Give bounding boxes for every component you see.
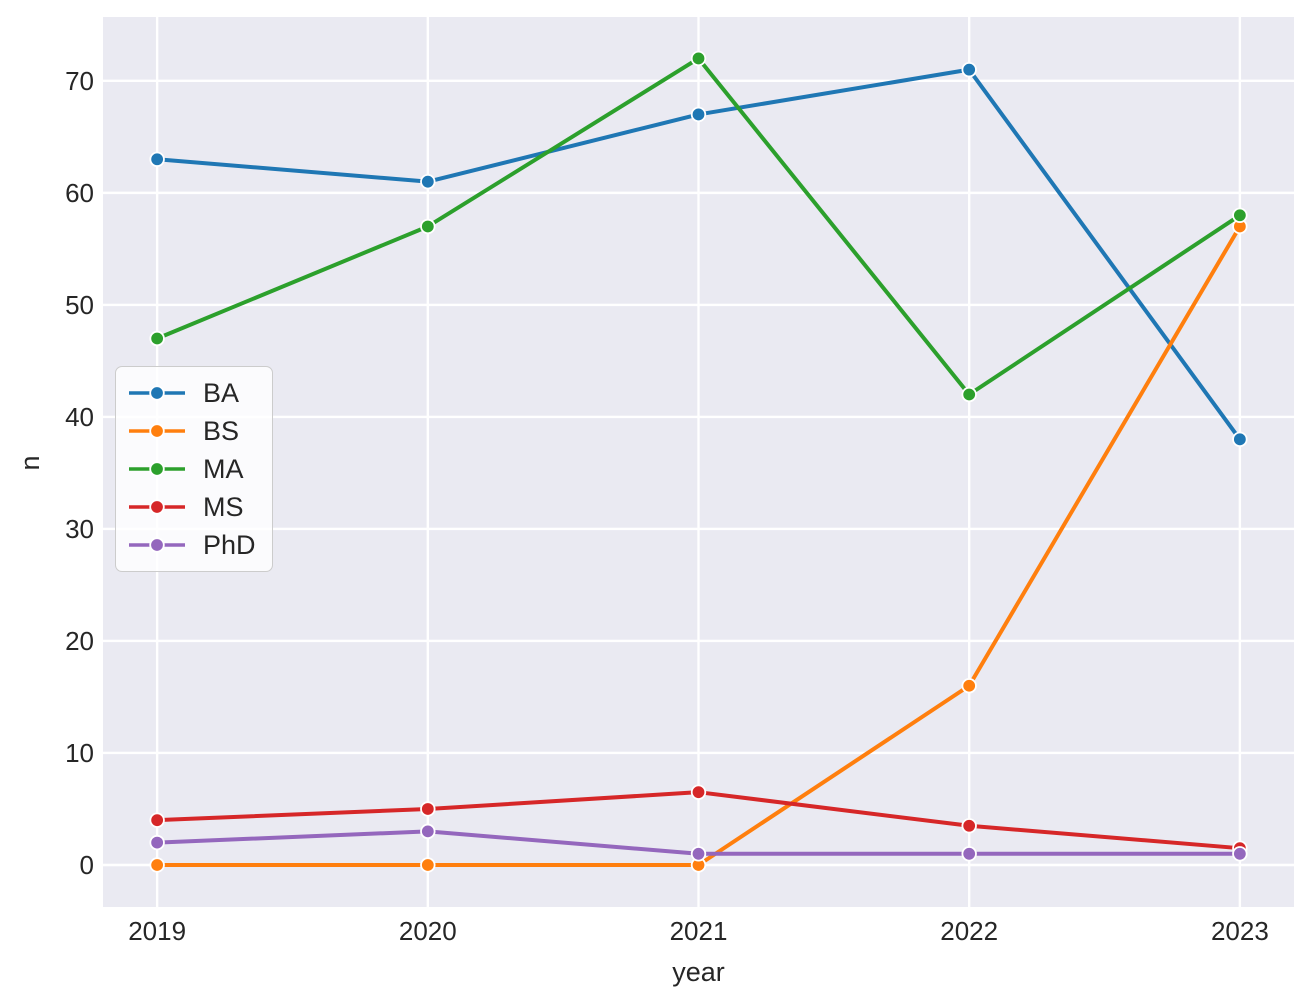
data-point-BS-2019 — [149, 857, 165, 873]
data-point-MS-2020 — [420, 801, 436, 817]
data-point-PhD-2020 — [420, 823, 436, 840]
legend: BA BS MA MS PhD — [115, 366, 273, 572]
y-tick-label: 60 — [65, 177, 94, 208]
legend-marker-icon — [129, 423, 185, 439]
legend-marker-icon — [129, 537, 185, 553]
data-point-MA-2020 — [420, 218, 436, 235]
legend-item-BA: BA — [128, 374, 256, 412]
data-point-PhD-2019 — [149, 834, 165, 851]
data-point-PhD-2021 — [690, 846, 707, 862]
legend-item-BS: BS — [128, 412, 256, 450]
data-point-MS-2022 — [961, 818, 977, 834]
legend-label: BS — [203, 415, 240, 446]
legend-label: MA — [203, 453, 244, 484]
legend-marker-icon — [129, 499, 185, 515]
data-point-PhD-2022 — [961, 846, 977, 862]
legend-label: BA — [203, 377, 240, 408]
data-point-BA-2021 — [690, 106, 707, 123]
data-point-BA-2023 — [1232, 431, 1248, 448]
y-axis-label: n — [15, 455, 45, 471]
data-point-BA-2020 — [420, 173, 436, 190]
y-tick-label: 50 — [65, 289, 94, 320]
data-point-MA-2019 — [149, 330, 165, 347]
x-tick-label: 2019 — [128, 916, 187, 946]
data-point-MA-2023 — [1232, 207, 1248, 223]
x-tick-label: 2020 — [398, 916, 457, 946]
data-point-BS-2022 — [961, 678, 977, 694]
y-tick-label: 0 — [79, 849, 94, 880]
legend-item-PhD: PhD — [128, 526, 256, 564]
y-tick-label: 40 — [65, 401, 94, 432]
x-tick-label: 2021 — [669, 916, 728, 946]
legend-item-MS: MS — [128, 488, 256, 526]
x-tick-label: 2022 — [940, 916, 999, 946]
data-point-MA-2021 — [690, 50, 707, 67]
legend-label: PhD — [203, 529, 256, 560]
data-point-BA-2019 — [149, 151, 165, 167]
data-point-BS-2020 — [420, 857, 436, 873]
y-tick-label: 10 — [65, 737, 94, 768]
y-tick-label: 70 — [65, 65, 94, 96]
data-point-MS-2021 — [690, 784, 707, 800]
legend-marker-icon — [129, 461, 185, 477]
legend-marker-icon — [129, 385, 185, 401]
data-point-MS-2019 — [149, 812, 165, 828]
y-tick-label: 30 — [65, 513, 94, 544]
y-tick-label: 20 — [65, 625, 94, 656]
data-point-PhD-2023 — [1232, 846, 1248, 862]
data-point-MA-2022 — [961, 386, 977, 403]
legend-label: MS — [203, 491, 244, 522]
legend-item-MA: MA — [128, 450, 256, 488]
x-axis-label: year — [672, 957, 725, 987]
x-tick-label: 2023 — [1210, 916, 1269, 946]
data-point-BA-2022 — [961, 61, 977, 78]
